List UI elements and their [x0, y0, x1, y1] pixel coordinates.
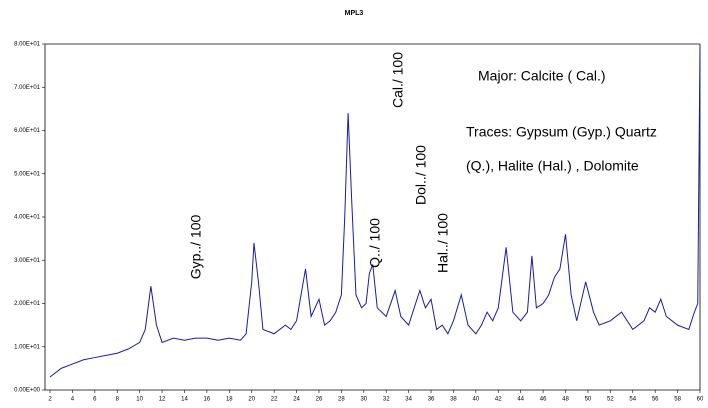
x-tick-label: 22: [271, 397, 278, 403]
x-tick-label: 48: [562, 397, 569, 403]
x-tick-label: 46: [540, 397, 547, 403]
x-tick-label: 20: [248, 397, 255, 403]
x-tick-label: 54: [629, 397, 636, 403]
x-tick-label: 34: [405, 397, 412, 403]
chart-title: MPL3: [345, 10, 364, 17]
annotation: Dol../ 100: [413, 145, 429, 205]
x-tick-label: 36: [428, 397, 435, 403]
x-tick-label: 40: [473, 397, 480, 403]
x-tick-label: 26: [316, 397, 323, 403]
x-tick-label: 52: [607, 397, 614, 403]
legend-text: (Q.), Halite (Hal.) , Dolomite: [466, 158, 639, 174]
y-tick-label: 0.00E+00: [14, 388, 41, 394]
x-tick-label: 38: [450, 397, 457, 403]
y-tick-label: 1.00E+01: [14, 344, 41, 350]
annotation: Cal./ 100: [390, 52, 406, 108]
line-series: [49, 43, 701, 378]
y-tick-label: 6.00E+01: [14, 128, 41, 134]
x-tick-label: 18: [226, 397, 233, 403]
x-tick-label: 32: [383, 397, 390, 403]
x-tick-label: 2: [48, 397, 52, 403]
x-tick-label: 6: [93, 397, 97, 403]
x-tick-label: 14: [181, 397, 188, 403]
y-tick-label: 4.00E+01: [14, 215, 41, 221]
y-tick-label: 7.00E+01: [14, 85, 41, 91]
y-tick-label: 3.00E+01: [14, 258, 41, 264]
y-tick-label: 8.00E+01: [14, 42, 41, 48]
legend-text: Major: Calcite ( Cal.): [478, 68, 606, 84]
legend-text: Traces: Gypsum (Gyp.) Quartz: [466, 124, 657, 140]
annotation: Gyp../ 100: [188, 214, 204, 279]
x-tick-label: 12: [159, 397, 166, 403]
x-tick-label: 60: [697, 397, 704, 403]
x-tick-label: 4: [71, 397, 75, 403]
x-tick-label: 30: [360, 397, 367, 403]
x-tick-label: 16: [204, 397, 211, 403]
x-tick-label: 28: [338, 397, 345, 403]
x-tick-label: 58: [674, 397, 681, 403]
annotation: Q../ 100: [367, 218, 383, 268]
y-tick-label: 5.00E+01: [14, 171, 41, 177]
x-tick-label: 56: [652, 397, 659, 403]
x-tick-label: 8: [116, 397, 120, 403]
x-tick-label: 42: [495, 397, 502, 403]
x-tick-label: 44: [517, 397, 524, 403]
x-tick-label: 24: [293, 397, 300, 403]
x-tick-label: 50: [585, 397, 592, 403]
x-tick-label: 10: [136, 397, 143, 403]
y-tick-label: 2.00E+01: [14, 301, 41, 307]
annotation: Hal../ 100: [435, 213, 451, 273]
